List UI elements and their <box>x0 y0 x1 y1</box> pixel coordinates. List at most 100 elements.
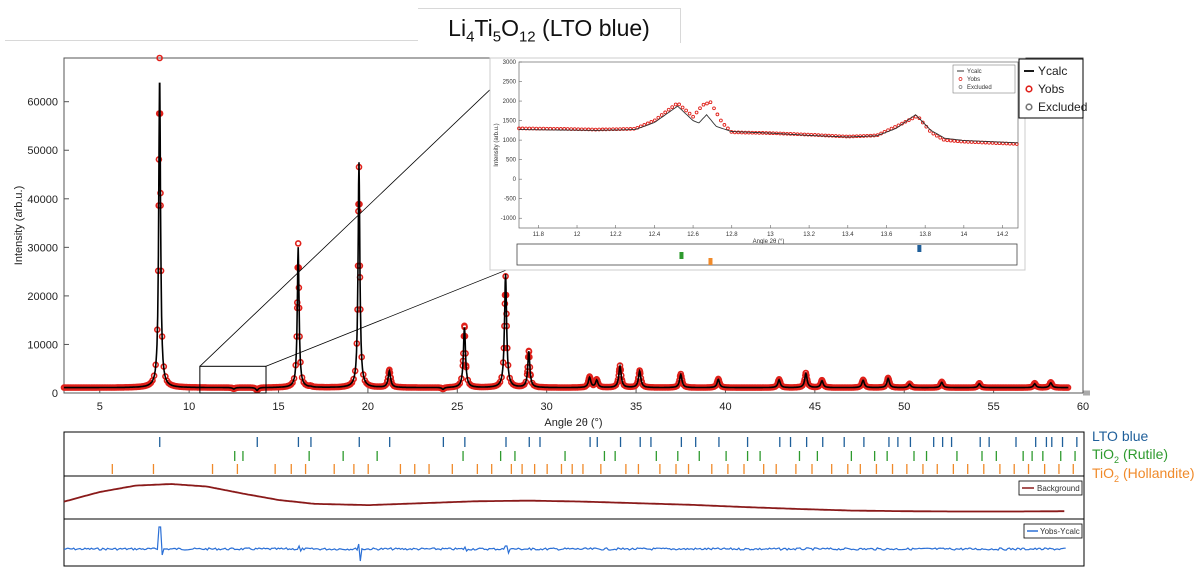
inset-x-tick-label: 11.8 <box>533 232 545 238</box>
yobs-point <box>1033 382 1040 390</box>
inset-yobs-point <box>691 114 695 119</box>
inset-marker-strip <box>516 243 1018 266</box>
yobs-point <box>294 240 302 247</box>
inset-yobs-point <box>938 135 943 140</box>
reflection-series-hollandite <box>111 464 1074 474</box>
inset-yobs-point <box>715 112 720 117</box>
main-y-tick-label: 60000 <box>27 97 58 109</box>
inset-yobs-point <box>840 134 845 139</box>
inset-yobs-point <box>618 127 622 131</box>
inset-yobs-point <box>677 102 681 107</box>
inset-yobs-point <box>684 108 688 113</box>
inset-yobs-point <box>666 107 671 112</box>
inset-yobs-point <box>670 105 675 109</box>
inset-y-tick-label: 1000 <box>503 138 517 144</box>
yobs-point <box>716 381 724 388</box>
inset-yobs-point <box>739 130 744 135</box>
main-y-tick-label: 40000 <box>27 194 58 206</box>
inset-x-tick-label: 12.2 <box>610 232 622 238</box>
background-legend-label: Background <box>1037 484 1080 493</box>
main-y-tick-label: 0 <box>52 388 58 400</box>
inset-yobs-point <box>708 100 713 105</box>
inset-legend-label: Excluded <box>967 85 992 91</box>
inset-yobs-point <box>726 126 730 131</box>
main-x-tick-label: 5 <box>97 401 103 413</box>
inset-plot-frame <box>518 61 1019 229</box>
inset-yobs-point <box>920 120 925 125</box>
inset-x-tick-label: 12.6 <box>687 232 699 238</box>
inset-y-tick-label: 3000 <box>503 60 517 66</box>
inset-yobs-point <box>586 127 591 132</box>
main-y-tick-label: 30000 <box>27 242 58 254</box>
inset-y-tick-label: -500 <box>504 197 517 203</box>
inset-reflection-marker-lto <box>917 245 922 252</box>
inset-yobs-point <box>659 113 664 117</box>
yobs-point <box>777 381 785 389</box>
inset-yobs-point <box>823 133 828 138</box>
inset-yobs-point <box>705 101 709 106</box>
inset-yobs-point <box>583 127 587 132</box>
inset-x-tick-label: 14.2 <box>997 232 1009 238</box>
yobs-point <box>940 382 948 389</box>
inset-legend <box>952 64 1016 94</box>
inset-yobs-point <box>712 106 716 111</box>
yobs-point <box>886 380 894 388</box>
inset-yobs-point <box>600 127 605 132</box>
inset-yobs-point <box>597 127 601 132</box>
inset-yobs-point <box>694 110 699 115</box>
difference-curve <box>63 526 1066 562</box>
inset-yobs-point <box>607 127 612 132</box>
inset-x-tick-label: 14 <box>961 232 968 238</box>
inset-y-tick-label: 2500 <box>503 80 517 86</box>
legend-excluded-swatch <box>1025 103 1033 111</box>
inset-x-tick-label: 13 <box>767 232 774 238</box>
inset-x-tick-label: 12.4 <box>649 232 661 238</box>
yobs-point <box>1049 382 1057 390</box>
inset-legend-label: Ycalc <box>967 69 982 75</box>
main-x-axis-label: Angle 2θ (°) <box>544 417 602 429</box>
main-legend-label: Yobs <box>1038 82 1064 96</box>
main-x-tick-label: 45 <box>809 401 821 413</box>
background-legend <box>1018 480 1083 496</box>
main-y-tick-label: 10000 <box>27 339 58 351</box>
inset-yobs-point <box>722 123 727 127</box>
inset-yobs-point <box>680 105 685 110</box>
inset-yobs-point <box>663 110 668 115</box>
phase-label-hollandite: TiO2 (Hollandite) <box>1092 465 1195 484</box>
zoom-box <box>199 365 267 394</box>
inset-yobs-point <box>687 111 692 116</box>
yobs-point <box>977 382 985 390</box>
chart-title: Li4Ti5O12 (LTO blue) <box>448 15 650 46</box>
inset-reflection-marker-rutile <box>679 252 684 259</box>
inset-yobs-point <box>614 127 619 132</box>
main-legend <box>1018 58 1084 119</box>
main-x-tick-label: 50 <box>898 401 910 413</box>
reflection-series-rutile <box>234 451 1076 461</box>
inset-yobs-point <box>743 130 748 135</box>
phase-label-rutile: TiO2 (Rutile) <box>1092 446 1169 465</box>
inset-yobs-point <box>579 127 584 132</box>
reflection-series-lto <box>159 437 1078 447</box>
difference-legend <box>1023 523 1083 539</box>
inset-yobs-point <box>820 133 824 138</box>
inset-yobs-point <box>621 127 626 131</box>
top-divider <box>5 40 418 41</box>
inset-x-tick-label: 13.4 <box>842 232 854 238</box>
inset-yobs-point <box>604 127 608 132</box>
inset-yobs-point <box>799 132 803 137</box>
inset-y-tick-label: 2000 <box>503 99 517 105</box>
main-x-tick-label: 35 <box>630 401 642 413</box>
main-y-tick-label: 20000 <box>27 291 58 303</box>
zoom-connector <box>199 61 520 367</box>
inset-yobs-point <box>802 132 807 137</box>
inset-yobs-point <box>701 102 706 107</box>
inset-yobs-point <box>806 132 810 137</box>
main-x-tick-label: 55 <box>987 401 999 413</box>
inset-yobs-point <box>593 127 598 132</box>
inset-yobs-point <box>903 119 908 124</box>
main-legend-label: Ycalc <box>1038 64 1067 78</box>
difference-legend-label: Yobs-Ycalc <box>1040 527 1080 536</box>
inset-y-tick-label: 1500 <box>503 119 517 125</box>
inset-yobs-point <box>809 132 814 137</box>
